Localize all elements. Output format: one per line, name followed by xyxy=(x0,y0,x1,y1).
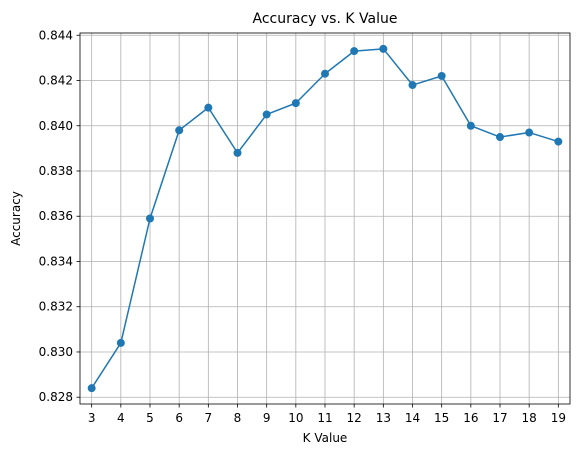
data-point xyxy=(408,81,417,90)
x-tick-label: 11 xyxy=(317,411,332,425)
data-series xyxy=(87,44,563,393)
y-tick-label: 0.838 xyxy=(39,164,73,178)
y-tick-label: 0.832 xyxy=(39,300,73,314)
x-tick-label: 12 xyxy=(347,411,362,425)
y-tick-label: 0.844 xyxy=(39,28,73,42)
x-tick-label: 19 xyxy=(551,411,566,425)
data-point xyxy=(116,338,125,347)
data-point xyxy=(262,110,271,119)
chart-title: Accuracy vs. K Value xyxy=(253,11,398,27)
data-point xyxy=(87,384,96,393)
data-point xyxy=(146,214,154,223)
x-tick-label: 8 xyxy=(234,411,242,425)
x-tick-label: 3 xyxy=(88,411,96,425)
x-tick-label: 7 xyxy=(205,411,213,425)
x-tick-label: 10 xyxy=(288,411,303,425)
data-point xyxy=(496,133,504,142)
x-tick-label: 5 xyxy=(146,411,154,425)
grid-lines xyxy=(80,33,570,404)
data-point xyxy=(204,103,213,112)
data-point xyxy=(233,148,242,157)
x-tick-label: 16 xyxy=(463,411,478,425)
x-tick-label: 15 xyxy=(434,411,449,425)
y-tick-label: 0.828 xyxy=(39,390,73,404)
x-tick-label: 9 xyxy=(263,411,271,425)
data-point xyxy=(525,128,534,137)
x-tick-label: 4 xyxy=(117,411,125,425)
data-point xyxy=(437,71,446,80)
data-point xyxy=(554,137,563,146)
plot-frame xyxy=(79,32,571,405)
x-tick-label: 14 xyxy=(405,411,420,425)
y-tick-label: 0.834 xyxy=(39,254,73,268)
y-tick-label: 0.836 xyxy=(39,209,73,223)
x-axis-label: K Value xyxy=(303,431,348,445)
x-tick-label: 18 xyxy=(522,411,537,425)
data-point xyxy=(466,121,475,130)
x-tick-label: 13 xyxy=(376,411,391,425)
data-point xyxy=(175,126,184,135)
y-tick-label: 0.840 xyxy=(39,119,73,133)
x-tick-label: 17 xyxy=(492,411,507,425)
data-point xyxy=(350,47,359,56)
data-point xyxy=(379,44,388,53)
y-tick-label: 0.842 xyxy=(39,74,73,88)
data-point xyxy=(291,99,300,108)
x-tick-label: 6 xyxy=(175,411,183,425)
axis-ticks: 3 4 5 6 7 8 9 10 11 12 13 14 15 16 17 18 19 0.828 0.830 0.8… xyxy=(39,28,566,425)
y-axis-label: Accuracy xyxy=(9,191,23,246)
y-tick-label: 0.830 xyxy=(39,345,73,359)
data-point xyxy=(321,69,329,78)
